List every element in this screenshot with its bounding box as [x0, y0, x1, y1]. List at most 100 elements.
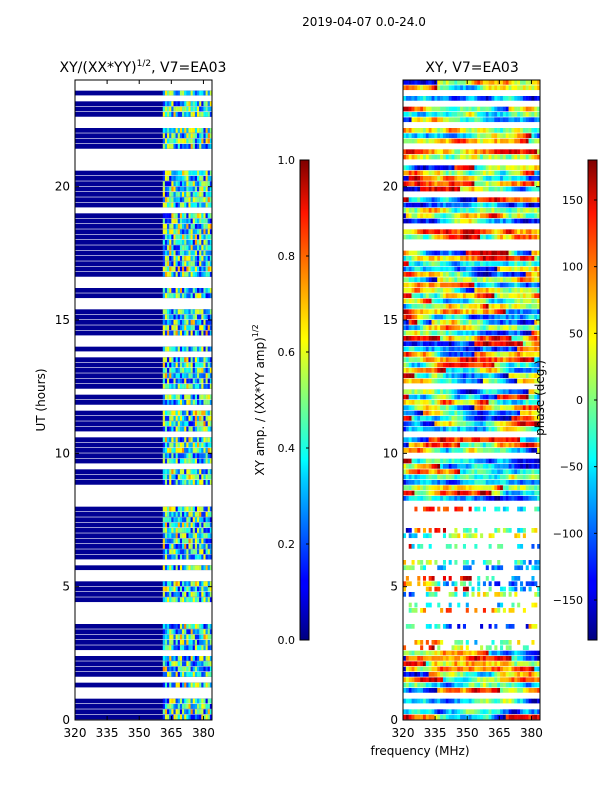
heatmap-cell	[491, 373, 495, 379]
heatmap-cell	[471, 437, 475, 443]
heatmap-cell	[201, 218, 204, 224]
heatmap-cell	[182, 186, 185, 192]
heatmap-cell	[488, 458, 492, 464]
heatmap-cell	[534, 378, 538, 384]
heatmap-cell	[537, 346, 541, 352]
heatmap-cell	[514, 165, 518, 171]
x-tick-label: 350	[128, 726, 151, 740]
heatmap-cell	[514, 112, 518, 117]
heatmap-cell	[482, 208, 486, 213]
heatmap-cell	[460, 389, 464, 395]
heatmap-cell	[477, 282, 481, 288]
heatmap-cell	[199, 400, 202, 405]
heatmap-cell	[169, 629, 172, 635]
heatmap-cell	[164, 554, 168, 560]
heatmap-cell	[471, 112, 475, 117]
heatmap-cell	[474, 112, 478, 117]
heatmap-cell	[420, 208, 424, 213]
heatmap-cell	[405, 341, 409, 347]
heatmap-cell	[201, 394, 204, 400]
heatmap-cell	[508, 85, 512, 91]
heatmap-cell	[188, 213, 191, 219]
heatmap-cell	[167, 309, 170, 315]
heatmap-cell	[437, 165, 441, 171]
heatmap-cell	[175, 394, 178, 400]
heatmap-cell	[488, 416, 492, 421]
heatmap-cell	[203, 346, 206, 352]
heatmap-cell	[534, 389, 538, 395]
heatmap-cell	[454, 117, 458, 123]
heatmap-cell	[437, 352, 441, 357]
heatmap-cell	[405, 421, 409, 427]
heatmap-cell	[505, 410, 509, 416]
heatmap-cell	[203, 144, 206, 149]
heatmap-cell	[162, 170, 166, 176]
heatmap-cell	[184, 666, 187, 672]
heatmap-cell	[205, 448, 208, 453]
heatmap-cell	[522, 96, 526, 101]
heatmap-cell	[431, 112, 435, 117]
heatmap-cell	[488, 389, 492, 395]
heatmap-cell	[205, 629, 208, 635]
heatmap-cell	[477, 138, 481, 144]
heatmap-cell	[528, 458, 532, 464]
heatmap-cell	[468, 421, 472, 427]
heatmap-cell	[179, 538, 183, 544]
heatmap-cell	[201, 368, 204, 373]
heatmap-cell	[164, 202, 168, 208]
heatmap-cell	[197, 597, 200, 603]
heatmap-cell	[477, 85, 481, 91]
heatmap-cell	[491, 357, 495, 363]
heatmap-cell	[186, 416, 189, 421]
heatmap-cell	[207, 437, 211, 443]
heatmap-cell	[537, 229, 541, 235]
heatmap-cell	[482, 85, 486, 91]
heatmap-cell	[520, 405, 524, 411]
heatmap-cell	[164, 325, 168, 331]
heatmap-cell	[440, 389, 444, 395]
heatmap-cell	[405, 186, 409, 192]
heatmap-cell	[534, 357, 538, 363]
heatmap-cell	[177, 565, 181, 571]
heatmap-cell	[173, 288, 176, 293]
heatmap-cell	[171, 229, 174, 235]
heatmap-cell	[169, 176, 172, 181]
heatmap-cell	[201, 442, 204, 448]
heatmap-cell	[177, 597, 181, 603]
heatmap-cell	[192, 458, 196, 464]
heatmap-cell	[491, 181, 495, 187]
heatmap-cell	[167, 218, 170, 224]
heatmap-cell	[431, 410, 435, 416]
heatmap-cell	[445, 154, 449, 160]
heatmap-cell	[420, 293, 424, 299]
heatmap-cell	[460, 330, 464, 336]
heatmap-cell	[205, 170, 208, 176]
heatmap-cell	[508, 234, 512, 240]
heatmap-cell	[457, 208, 461, 213]
heatmap-cell	[201, 309, 204, 315]
heatmap-cell	[517, 330, 521, 336]
heatmap-cell	[534, 96, 538, 101]
heatmap-cell	[408, 165, 412, 171]
heatmap-cell	[482, 394, 486, 400]
heatmap-cell	[175, 261, 178, 267]
heatmap-cell	[203, 714, 206, 720]
heatmap-cell	[203, 176, 206, 181]
heatmap-cell	[451, 368, 455, 373]
heatmap-cell	[422, 330, 427, 336]
heatmap-cell	[205, 549, 208, 555]
heatmap-cell	[534, 117, 538, 123]
heatmap-cell	[179, 474, 183, 480]
heatmap-cell	[514, 378, 518, 384]
heatmap-cell	[488, 325, 492, 331]
heatmap-cell	[167, 106, 170, 112]
heatmap-cell	[502, 197, 506, 203]
heatmap-cell	[448, 325, 452, 331]
heatmap-cell	[179, 597, 183, 603]
heatmap-cell	[207, 709, 211, 715]
heatmap-cell	[531, 416, 535, 421]
heatmap-cell	[431, 117, 435, 123]
heatmap-cell	[508, 320, 512, 325]
heatmap-cell	[477, 378, 481, 384]
heatmap-cell	[179, 394, 183, 400]
